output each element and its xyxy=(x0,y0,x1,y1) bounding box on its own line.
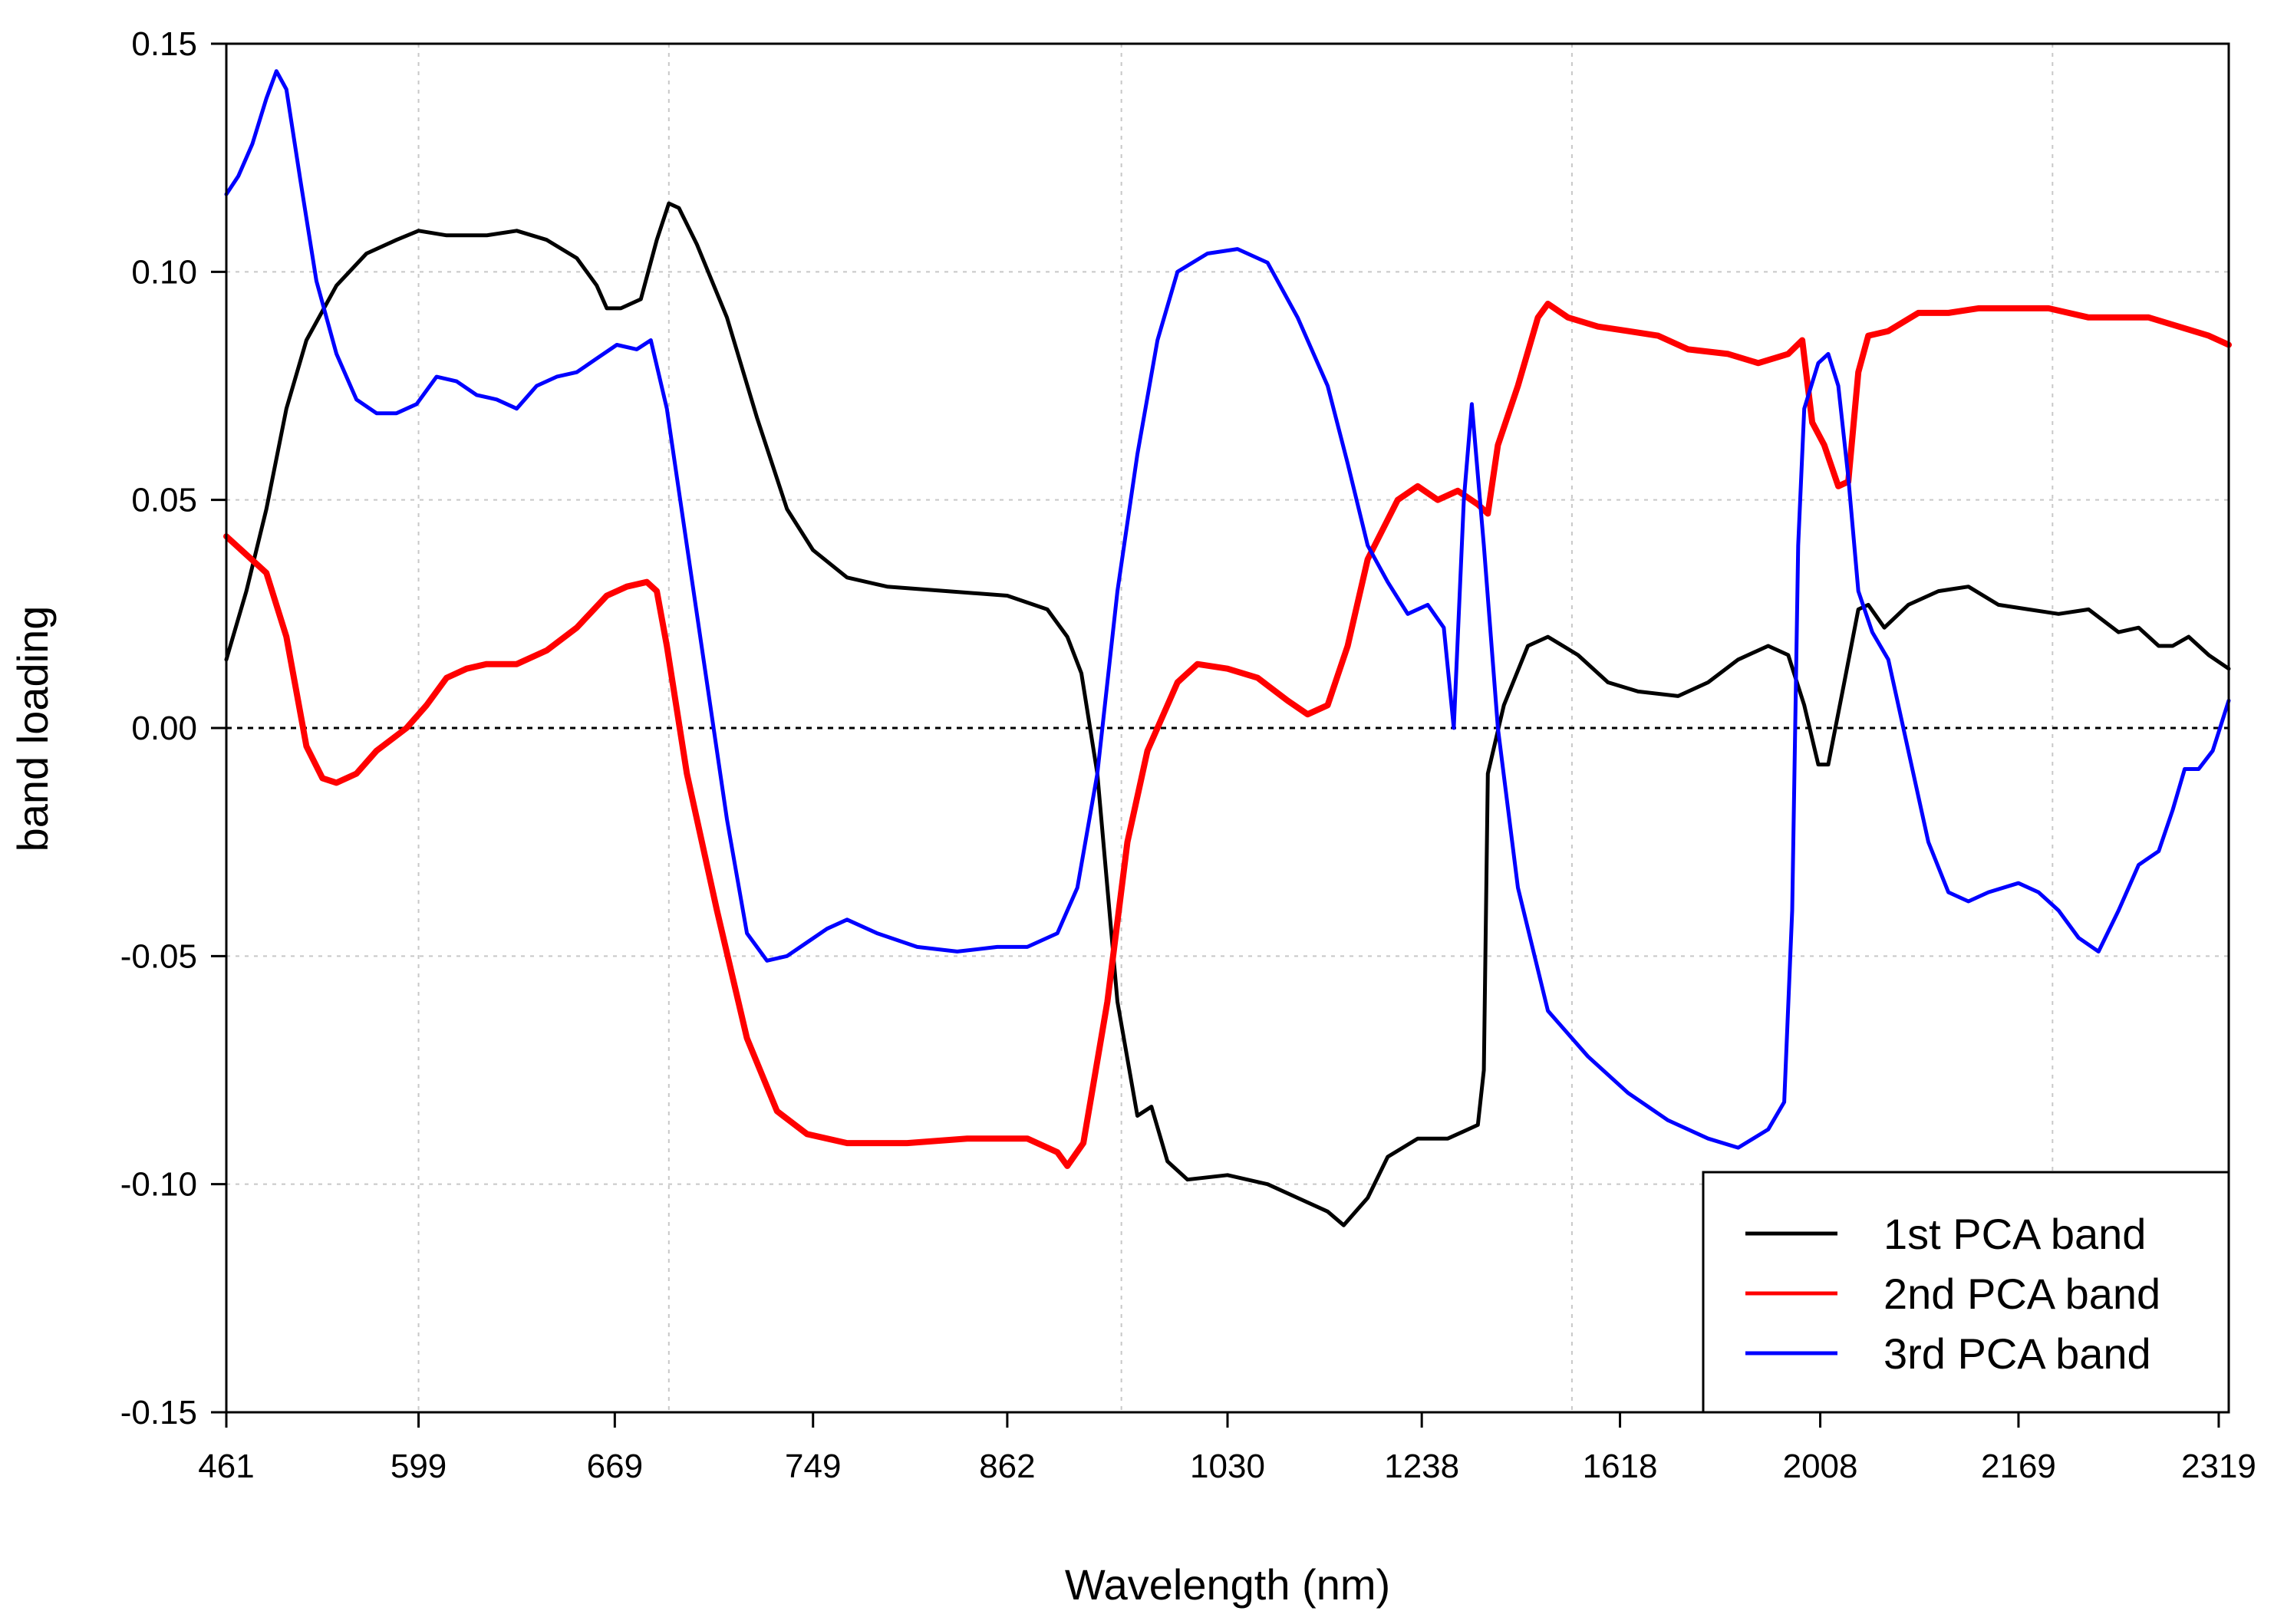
series-layer xyxy=(223,69,2232,1227)
x-tick-label: 2169 xyxy=(1981,1448,2056,1485)
y-tick-label: -0.10 xyxy=(120,1166,197,1204)
legend: 1st PCA band 2nd PCA band 3rd PCA band xyxy=(1702,1171,2230,1414)
legend-label-3rd-pca-band: 3rd PCA band xyxy=(1883,1329,2151,1378)
y-tick-label: 0.05 xyxy=(131,482,197,519)
x-tick-label: 2008 xyxy=(1783,1448,1858,1485)
series-line-1st-pca-band xyxy=(224,201,2231,1227)
y-tick-label: 0.10 xyxy=(131,253,197,291)
series-line-2nd-pca-band xyxy=(223,301,2232,1169)
grid-layer xyxy=(226,44,2229,1412)
x-tick-label: 669 xyxy=(587,1448,643,1485)
y-axis-title: band loading xyxy=(8,606,57,852)
y-tick-label: -0.15 xyxy=(120,1394,197,1431)
y-tick-label: 0.00 xyxy=(131,710,197,747)
x-tick-label: 1238 xyxy=(1384,1448,1459,1485)
x-tick-label: 599 xyxy=(391,1448,447,1485)
series-line-3rd-pca-band xyxy=(224,69,2231,1150)
legend-label-2nd-pca-band: 2nd PCA band xyxy=(1883,1270,2160,1318)
legend-label-1st-pca-band: 1st PCA band xyxy=(1883,1210,2146,1258)
y-tick-label: -0.05 xyxy=(120,937,197,975)
x-tick-label: 862 xyxy=(979,1448,1035,1485)
y-tick-label: 0.15 xyxy=(131,25,197,63)
x-axis-title: Wavelength (nm) xyxy=(1065,1560,1390,1609)
axis-layer: -0.15 -0.10 -0.05 0.00 0.05 0.10 0.15 461 599 669… xyxy=(120,25,2256,1485)
x-tick-label: 1030 xyxy=(1190,1448,1265,1485)
x-tick-label: 2319 xyxy=(2181,1448,2256,1485)
x-tick-label: 461 xyxy=(198,1448,254,1485)
x-tick-label: 749 xyxy=(785,1448,841,1485)
x-tick-label: 1618 xyxy=(1583,1448,1658,1485)
